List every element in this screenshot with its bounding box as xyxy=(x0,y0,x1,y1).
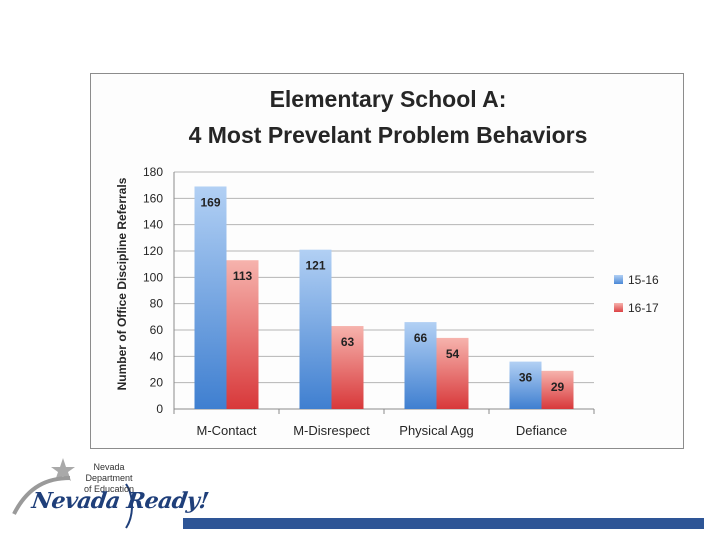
legend-swatch xyxy=(614,303,623,312)
y-tick-label: 20 xyxy=(150,376,164,390)
y-tick-label: 120 xyxy=(143,244,163,258)
data-labels: 169 113 121 63 66 54 36 29 xyxy=(200,195,564,393)
chart-panel: Elementary School A: 4 Most Prevelant Pr… xyxy=(90,73,684,449)
footer-bar xyxy=(183,518,704,529)
data-label: 29 xyxy=(551,380,565,394)
star-icon xyxy=(51,458,75,481)
bar-15-16 xyxy=(194,186,227,409)
y-tick-label: 140 xyxy=(143,218,163,232)
x-axis-categories: M-Contact M-Disrespect Physical Agg Defianc… xyxy=(197,423,568,438)
bar-15-16 xyxy=(404,322,437,409)
y-axis-ticks: 0 20 40 60 80 100 120 140 160 180 xyxy=(143,165,163,416)
bar-16-17 xyxy=(331,326,364,409)
y-tick-label: 180 xyxy=(143,165,163,179)
y-tick-label: 80 xyxy=(150,297,164,311)
y-tick-label: 100 xyxy=(143,270,163,284)
logo-dept-line-2: of Education xyxy=(83,484,135,494)
x-category-label: M-Disrespect xyxy=(293,423,370,438)
data-label: 121 xyxy=(305,259,325,273)
data-label: 36 xyxy=(519,371,533,385)
y-tick-label: 60 xyxy=(150,323,164,337)
y-axis-label: Number of Office Discipline Referrals xyxy=(115,177,129,390)
y-tick-label: 40 xyxy=(150,349,164,363)
swoosh-icon xyxy=(12,476,71,515)
x-category-label: Defiance xyxy=(516,423,567,438)
y-tick-label: 0 xyxy=(156,402,163,416)
bar-16-17 xyxy=(226,260,259,409)
bar-16-17 xyxy=(541,370,574,409)
nevada-doe-logo xyxy=(12,458,133,529)
legend-label: 16-17 xyxy=(628,301,659,315)
bars xyxy=(194,186,574,409)
bar-15-16 xyxy=(299,249,332,409)
legend-swatch xyxy=(614,275,623,284)
bar-15-16 xyxy=(509,361,542,409)
chart-title-line-1: Elementary School A: xyxy=(270,86,507,112)
bar-chart: Elementary School A: 4 Most Prevelant Pr… xyxy=(115,86,659,438)
logo-tagline: Nevada Ready! xyxy=(30,488,211,514)
legend-label: 15-16 xyxy=(628,273,659,287)
data-label: 113 xyxy=(233,269,253,283)
chart-title-line-2: 4 Most Prevelant Problem Behaviors xyxy=(189,122,588,148)
legend: 15-16 16-17 xyxy=(614,273,659,315)
x-category-label: M-Contact xyxy=(197,423,257,438)
data-label: 169 xyxy=(200,195,220,209)
x-category-label: Physical Agg xyxy=(399,423,473,438)
bar-16-17 xyxy=(436,337,469,409)
data-label: 66 xyxy=(414,331,428,345)
logo-dept-line-1: Nevada Department xyxy=(85,462,133,483)
y-tick-label: 160 xyxy=(143,191,163,205)
data-label: 54 xyxy=(446,347,460,361)
data-label: 63 xyxy=(341,335,355,349)
logo-department-name: Nevada Department of Education xyxy=(73,462,145,495)
